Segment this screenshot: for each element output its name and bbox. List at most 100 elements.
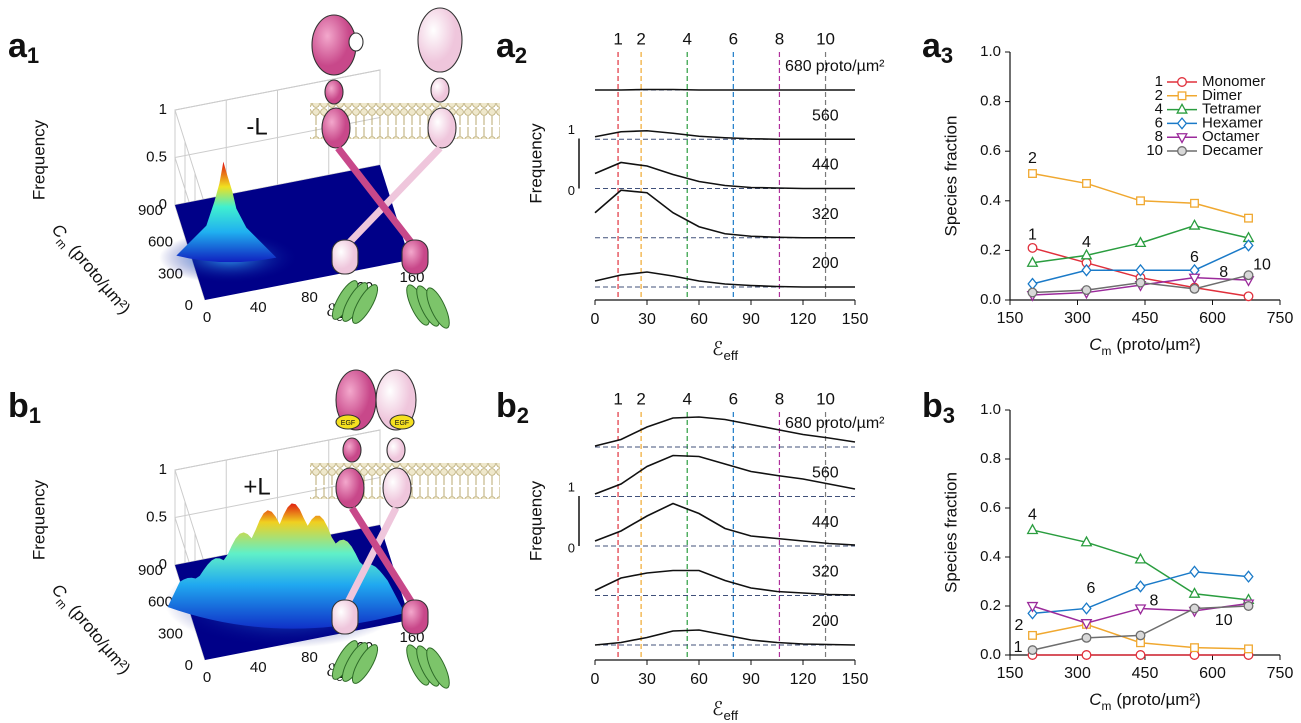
y-axis-label: Frequency (526, 480, 545, 561)
domain (324, 79, 344, 105)
panel-letter: b (8, 387, 29, 425)
y-tick-label: 0.8 (980, 93, 1001, 110)
y-tick-label: 0.4 (980, 192, 1001, 209)
panel-label: b2 (496, 387, 529, 428)
marker (1081, 602, 1092, 615)
fit-curve (594, 629, 856, 646)
panel-letter: a (922, 27, 942, 65)
guide-label: 6 (729, 389, 738, 408)
x-tick-label: 150 (997, 665, 1024, 682)
z-tick-label: 0.5 (146, 148, 167, 165)
annotation: 10 (1253, 256, 1271, 273)
marker (1026, 601, 1039, 613)
marker (1135, 650, 1146, 660)
x-axis-label-unit: (proto/µm²) (1116, 690, 1200, 709)
stalk (349, 506, 417, 608)
marker (1134, 552, 1147, 564)
series-unit: proto/µm² (816, 415, 885, 432)
fit-curve (595, 88, 855, 91)
x-tick-label: 120 (790, 311, 817, 328)
marker (1135, 580, 1146, 593)
surface (176, 161, 277, 263)
series-label: 320 (812, 564, 839, 581)
plots: a100.51040801201600300600900FrequencyCm(… (8, 27, 1293, 723)
z-axis-label: Frequency (29, 119, 48, 200)
marker (1243, 239, 1254, 252)
scale-label: 1 (568, 479, 575, 494)
marker (1080, 535, 1093, 547)
panel-index: 3 (943, 403, 955, 428)
x-tick-label: 0 (591, 671, 600, 688)
z-tick-label: 0 (159, 196, 167, 213)
stalk (343, 145, 443, 249)
domain (321, 107, 351, 149)
marker (1188, 587, 1201, 598)
panel-index: 3 (941, 43, 953, 68)
x-tick-label: 30 (638, 671, 656, 688)
y-tick-label: 300 (158, 625, 183, 642)
marker (1176, 102, 1188, 114)
x-tick-label: 60 (690, 671, 708, 688)
x-tick-label: 60 (690, 311, 708, 328)
series-name: 320 (812, 564, 839, 581)
x-tick-label: 30 (638, 311, 656, 328)
marker (1028, 169, 1037, 178)
y-tick-label: 1.0 (980, 43, 1001, 60)
marker (1177, 77, 1187, 87)
marker (1176, 117, 1188, 130)
marker (1188, 273, 1201, 285)
fit-curve (594, 416, 856, 447)
marker (1027, 645, 1038, 656)
legend-label: Decamer (1202, 142, 1263, 159)
marker (1080, 619, 1093, 630)
annotation: 1 (1028, 227, 1037, 244)
x-tick-label: 150 (842, 311, 869, 328)
panel-letter: a (8, 27, 28, 65)
legend-number: 4 (1155, 101, 1163, 118)
series-name: 320 (812, 206, 839, 223)
surface (167, 503, 405, 629)
series-name: 680 (785, 415, 812, 432)
marker (1176, 133, 1188, 144)
x-tick-label: 600 (1199, 310, 1226, 327)
legend-label: Tetramer (1202, 101, 1261, 118)
marker (1136, 196, 1145, 206)
z-tick-label: 1 (159, 101, 167, 118)
guide-label: 1 (613, 389, 622, 408)
x-tick-label: 90 (742, 671, 760, 688)
fit-curve (594, 189, 855, 239)
x-axis-label-subscript: m (1101, 699, 1111, 713)
guide-label: 4 (682, 29, 691, 48)
marker (1177, 91, 1187, 101)
guide-label: 8 (775, 389, 784, 408)
annotation: 1 (1014, 639, 1023, 656)
y-tick-label: 0.2 (980, 597, 1001, 614)
x-tick-label: 0 (203, 669, 211, 686)
y-axis-label: Cm(proto/µm²) (45, 580, 134, 680)
panel-letter: a (496, 27, 516, 65)
series-name: 560 (812, 107, 839, 124)
series-label: 680 proto/µm² (785, 58, 885, 75)
annotation: 10 (1215, 612, 1233, 629)
egf-label: EGF (341, 420, 355, 427)
annotation: -L (246, 113, 267, 140)
y-axis-label: Frequency (526, 123, 545, 204)
panel-index: 2 (515, 43, 527, 68)
scale-label: 1 (568, 122, 575, 137)
series-label: 200 (812, 255, 839, 272)
marker (1135, 263, 1146, 277)
series-name: 200 (812, 255, 839, 272)
z-tick-label: 0.5 (146, 508, 167, 525)
domain (342, 437, 362, 463)
egf (389, 414, 415, 430)
marker (1188, 218, 1201, 230)
x-tick-label: 450 (1132, 310, 1159, 327)
x-axis-label-subscript: m (1101, 344, 1111, 358)
marker (1082, 178, 1091, 188)
domain (430, 77, 450, 103)
series-name: 560 (812, 465, 839, 482)
y-tick-label: 0.4 (980, 548, 1001, 565)
marker (1243, 601, 1254, 611)
marker (1189, 283, 1200, 294)
panel-label: a2 (496, 27, 527, 68)
